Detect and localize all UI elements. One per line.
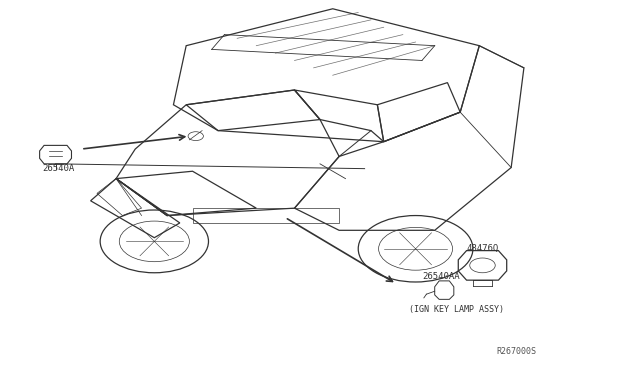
Text: 48476Q: 48476Q xyxy=(467,244,499,253)
Text: (IGN KEY LAMP ASSY): (IGN KEY LAMP ASSY) xyxy=(409,305,504,314)
Text: R267000S: R267000S xyxy=(497,347,537,356)
Text: 26540AA: 26540AA xyxy=(422,272,460,281)
Text: 26540A: 26540A xyxy=(43,164,75,173)
